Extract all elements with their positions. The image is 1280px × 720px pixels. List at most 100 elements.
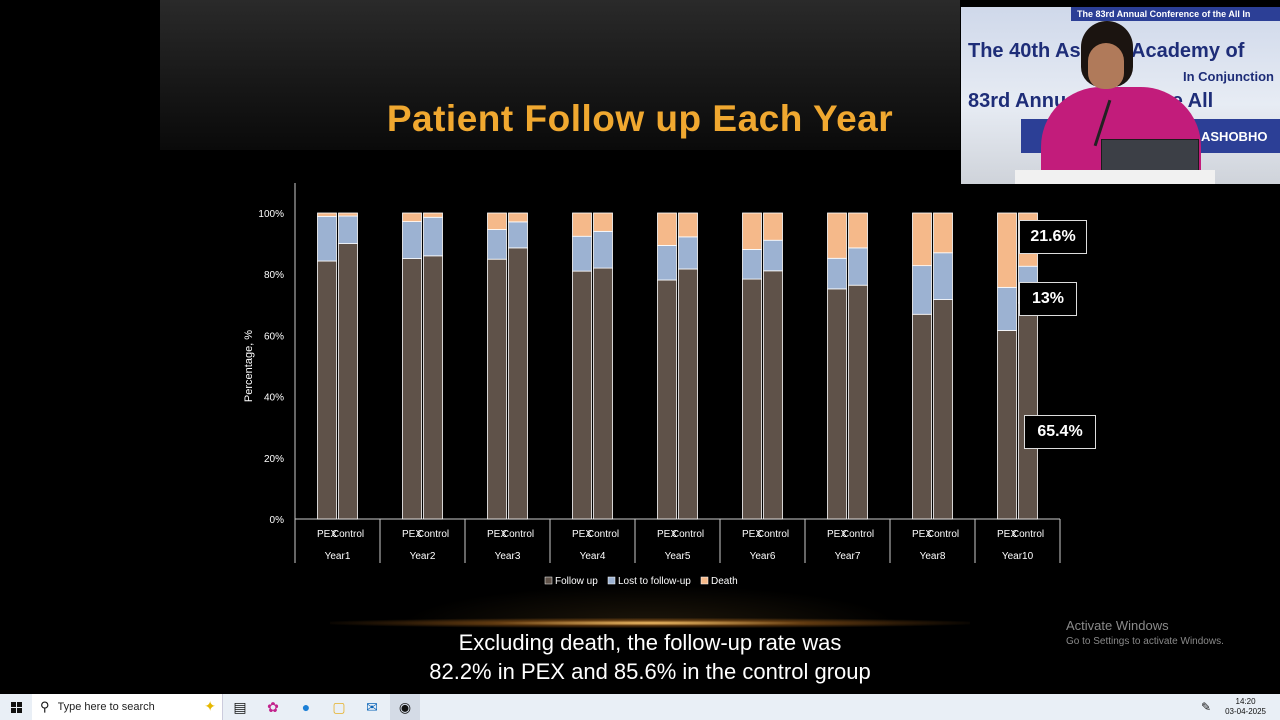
- bar-segment: [933, 212, 953, 254]
- start-button[interactable]: [0, 694, 32, 720]
- subtitle-line-2: 82.2% in PEX and 85.6% in the control gr…: [429, 659, 871, 684]
- bar-label-pex: PEX: [402, 529, 422, 540]
- video-backdrop-line-4: ASHOBHO: [1201, 129, 1268, 144]
- bar-label-control: Control: [502, 529, 534, 540]
- bar-segment: [508, 247, 528, 520]
- bar-segment: [402, 212, 422, 222]
- taskbar-search[interactable]: ⚲ ✦: [32, 694, 223, 720]
- bar-segment: [317, 212, 337, 217]
- bar-segment: [912, 212, 932, 267]
- bar-segment: [678, 212, 698, 238]
- bar-segment: [487, 212, 507, 230]
- bar-segment: [997, 212, 1017, 288]
- chart-plot: 0%20%40%60%80%100%Percentage, %PEXContro…: [243, 183, 1061, 587]
- bar-label-control: Control: [1012, 529, 1044, 540]
- activate-windows-watermark: Activate Windows Go to Settings to activ…: [1066, 618, 1224, 647]
- bar-segment: [1018, 302, 1038, 520]
- bar-segment: [593, 212, 613, 232]
- copilot-button[interactable]: ✿: [258, 694, 288, 720]
- slide-divider-glow: [330, 618, 970, 628]
- bar-segment: [933, 252, 953, 300]
- edge-button[interactable]: ●: [291, 694, 321, 720]
- screen-share: Patient Follow up Each Year 0% 20% 40% 60% 8…: [160, 0, 1280, 686]
- y-tick-label: 80%: [264, 270, 284, 281]
- x-group-label: Year6: [750, 551, 776, 562]
- video-top-strip: The 83rd Annual Conference of the All In: [1071, 7, 1280, 21]
- app-circle-icon: ◉: [398, 698, 412, 715]
- bar-segment: [657, 212, 677, 246]
- bar-segment: [487, 258, 507, 520]
- bar-label-control: Control: [332, 529, 364, 540]
- bar-segment: [572, 235, 592, 272]
- bar-segment: [912, 313, 932, 520]
- bar-label-pex: PEX: [317, 529, 337, 540]
- bar-label-control: Control: [587, 529, 619, 540]
- bar-segment: [827, 257, 847, 290]
- bar-segment: [742, 278, 762, 520]
- task-view-icon: ▤: [233, 698, 247, 715]
- outlook-icon: ✉: [366, 698, 378, 715]
- bar-segment: [848, 284, 868, 520]
- search-input[interactable]: [55, 700, 180, 714]
- file-explorer-button[interactable]: ▢: [324, 694, 354, 720]
- video-strip-text: The 83rd Annual Conference of the All In: [1077, 9, 1251, 19]
- bar-label-control: Control: [417, 529, 449, 540]
- bar-segment: [508, 221, 528, 249]
- slide-subtitle: Excluding death, the follow-up rate was …: [340, 628, 960, 686]
- bar-segment: [763, 239, 783, 272]
- bar-segment: [763, 270, 783, 520]
- windows-logo-icon: [10, 701, 22, 713]
- x-group-label: Year1: [325, 551, 351, 562]
- copilot-icon: ✿: [267, 698, 279, 715]
- follow-callout: 65.4%: [1024, 415, 1096, 449]
- slide-background: [160, 0, 960, 150]
- taskbar: ⚲ ✦ ▤ ✿ ● ▢ ✉ ◉ ✎ 14:20 03-04-2025: [0, 694, 1280, 720]
- bar-segment: [763, 212, 783, 241]
- x-group-label: Year7: [835, 551, 861, 562]
- legend-swatch: [544, 576, 553, 585]
- y-tick-label: 20%: [264, 454, 284, 465]
- bar-segment: [657, 245, 677, 281]
- bar-segment: [402, 221, 422, 259]
- clock[interactable]: 14:20 03-04-2025: [1225, 697, 1266, 717]
- stacked-bar-chart: 0%20%40%60%80%100%Percentage, %PEXContro…: [243, 183, 1061, 587]
- edge-icon: ●: [301, 699, 311, 715]
- podium: [1015, 170, 1215, 184]
- legend-label: Lost to follow-up: [618, 576, 691, 587]
- task-view-button[interactable]: ▤: [225, 694, 255, 720]
- bar-segment: [933, 299, 953, 520]
- bar-segment: [572, 212, 592, 237]
- y-tick-label: 60%: [264, 331, 284, 342]
- bar-label-pex: PEX: [827, 529, 847, 540]
- x-group-label: Year5: [665, 551, 691, 562]
- outlook-button[interactable]: ✉: [357, 694, 387, 720]
- bar-segment: [848, 247, 868, 286]
- bar-label-control: Control: [672, 529, 704, 540]
- subtitle-line-1: Excluding death, the follow-up rate was: [458, 630, 842, 655]
- y-tick-label: 100%: [258, 209, 284, 220]
- x-group-label: Year2: [410, 551, 436, 562]
- legend-label: Follow up: [555, 576, 598, 587]
- clock-time: 14:20: [1235, 697, 1256, 706]
- bar-segment: [593, 230, 613, 269]
- y-axis-title: Percentage, %: [243, 330, 255, 402]
- bar-segment: [742, 249, 762, 280]
- bar-segment: [678, 268, 698, 520]
- bar-segment: [827, 288, 847, 520]
- active-app-button[interactable]: ◉: [390, 694, 420, 720]
- death-callout: 21.6%: [1019, 220, 1087, 254]
- folder-icon: ▢: [332, 698, 346, 715]
- bar-segment: [402, 258, 422, 520]
- x-group-label: Year10: [1002, 551, 1034, 562]
- bar-segment: [338, 215, 358, 244]
- activate-title: Activate Windows: [1066, 618, 1169, 633]
- y-tick-label: 0%: [270, 515, 285, 526]
- bar-label-pex: PEX: [912, 529, 932, 540]
- bar-label-pex: PEX: [487, 529, 507, 540]
- bar-segment: [508, 212, 528, 223]
- pen-icon[interactable]: ✎: [1201, 700, 1212, 714]
- speaker-video[interactable]: The 83rd Annual Conference of the All In…: [961, 7, 1280, 184]
- bar-segment: [317, 260, 337, 520]
- bar-segment: [423, 216, 443, 257]
- bar-segment: [848, 212, 868, 249]
